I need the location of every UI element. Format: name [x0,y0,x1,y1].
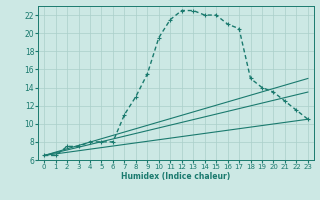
X-axis label: Humidex (Indice chaleur): Humidex (Indice chaleur) [121,172,231,181]
